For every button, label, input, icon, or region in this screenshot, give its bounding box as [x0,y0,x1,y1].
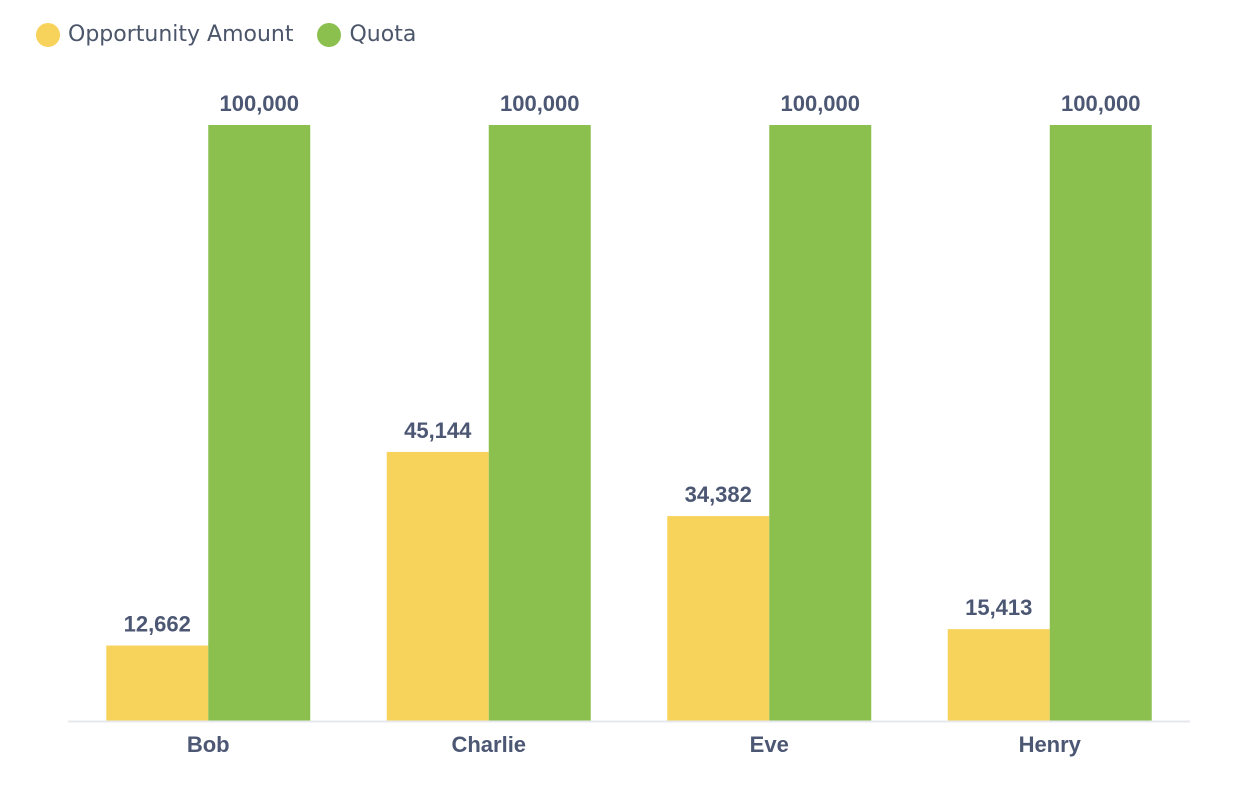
legend-label-quota: Quota [349,22,417,47]
bar-opportunity-amount-henry[interactable] [947,629,1050,721]
x-tick-label-henry: Henry [1019,732,1082,757]
data-label-quota-henry: 100,000 [1061,91,1141,116]
bar-quota-eve[interactable] [769,125,872,721]
bar-opportunity-amount-eve[interactable] [667,516,770,721]
legend-label-opportunity-amount: Opportunity Amount [68,22,294,47]
bar-opportunity-amount-charlie[interactable] [386,451,489,721]
data-label-quota-eve: 100,000 [780,91,860,116]
bar-quota-henry[interactable] [1049,125,1152,721]
legend-swatch-opportunity-amount [36,22,60,47]
bar-quota-charlie[interactable] [488,125,591,721]
bar-quota-bob[interactable] [208,125,311,721]
data-label-opportunity-amount-charlie: 45,144 [404,418,472,443]
legend-swatch-quota [317,22,342,47]
data-label-opportunity-amount-eve: 34,382 [685,482,752,507]
x-tick-label-eve: Eve [750,732,789,757]
x-tick-label-bob: Bob [187,732,230,757]
bar-opportunity-amount-bob[interactable] [106,645,209,721]
data-label-quota-charlie: 100,000 [500,91,580,116]
legend-item-quota[interactable]: Quota [317,22,416,47]
x-tick-label-charlie: Charlie [451,732,526,757]
data-label-opportunity-amount-henry: 15,413 [965,595,1032,620]
legend-item-opportunity-amount[interactable]: Opportunity Amount [36,22,293,47]
data-label-quota-bob: 100,000 [219,91,299,116]
chart-legend: Opportunity Amount Quota [36,22,416,47]
data-label-opportunity-amount-bob: 12,662 [124,612,191,637]
